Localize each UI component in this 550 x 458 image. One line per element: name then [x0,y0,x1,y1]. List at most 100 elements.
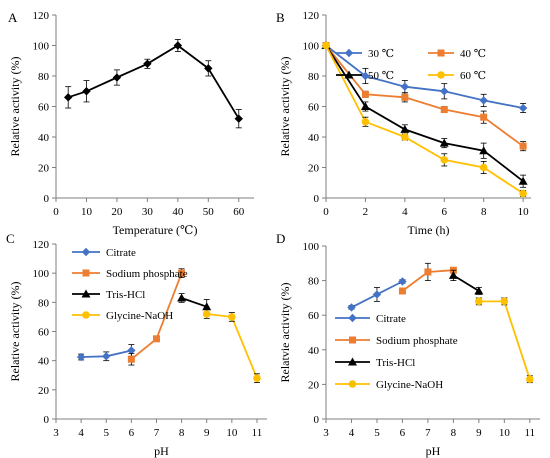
legend-marker [82,269,90,277]
series-line [478,300,531,380]
panel-letter: C [6,231,15,246]
y-tick-label: 100 [33,41,50,53]
series-1 [63,39,243,129]
data-point [143,59,152,68]
data-point [102,352,111,361]
legend-marker [349,336,356,344]
y-tick-label: 100 [303,41,320,53]
legend-label: 50 ℃ [368,70,394,82]
panel-a: A 0 20 40 60 80 100 120 0 10 20 30 40 50 60 Temperature… [8,10,254,237]
legend: 30 ℃ 40 ℃ 50 ℃ 60 ℃ [336,48,486,82]
y-tick-label: 100 [33,268,50,280]
x-tick-label: 4 [402,206,408,218]
y-axis-label: Relative activity (%) [8,57,22,157]
data-point [204,64,213,73]
data-point [228,313,236,321]
x-tick-label: 6 [129,427,135,439]
series-line [325,45,524,182]
data-point [500,297,509,306]
x-tick-label: 3 [53,427,59,439]
y-tick-label: 20 [308,379,320,391]
y-tick-label: 120 [33,10,50,22]
data-point [479,146,489,155]
data-point [361,71,370,81]
data-point [372,290,382,299]
x-tick-label: 6 [442,206,448,218]
data-point [400,82,410,91]
legend-label: Citrate [376,313,406,325]
y-tick-label: 0 [44,193,50,205]
legend-label: Tris-HCl [376,357,415,369]
data-point [361,90,369,98]
legend-marker [344,48,354,58]
x-tick-label: 8 [179,427,185,439]
data-point [234,114,243,123]
y-tick-label: 100 [303,241,320,253]
legend-marker [437,71,445,79]
y-tick-label: 120 [303,10,320,22]
series-line [67,44,240,120]
y-tick-label: 60 [38,327,50,339]
data-point [112,73,122,82]
x-tick-label: 10 [499,427,511,439]
x-axis-label: pH [426,444,441,458]
y-axis-label: Relatvie activity (%) [278,283,292,383]
legend-marker [348,357,357,366]
data-point [202,302,212,311]
legend-label: 60 ℃ [460,70,486,82]
legend-marker [81,247,91,257]
legend: Citrate Sodium phosphate Tris-HCl Glycine-N… [72,247,188,322]
data-point [479,163,488,172]
series-3 [448,269,484,295]
legend-marker [81,289,91,298]
data-point [424,268,432,276]
data-point [401,133,409,141]
data-point [347,303,356,312]
series-line [325,44,524,109]
y-tick-label: 20 [38,163,50,175]
x-axis-label: Time (h) [408,223,450,237]
legend-label: 40 ℃ [460,48,486,60]
y-axis-label: Relative activity (%) [8,282,22,382]
x-tick-label: 2 [363,206,369,218]
panel-b: B 0 20 40 60 80 100 120 0 2 4 6 8 10 Time (h) Relative … [276,10,531,237]
data-point [400,124,410,133]
legend: Citrate Sodium phosphate Tris-HCl Glycine-N… [335,313,458,391]
legend-label: Sodium phosphate [106,268,188,280]
x-tick-label: 60 [233,206,245,218]
data-point [518,103,528,113]
y-tick-label: 0 [314,414,320,426]
data-point [253,374,261,382]
legend-marker [344,70,354,79]
series-2 [127,268,186,366]
x-tick-label: 4 [349,427,355,439]
legend-marker [348,313,357,323]
data-point [401,93,409,101]
data-point [178,269,186,277]
data-point [480,113,488,121]
y-tick-label: 80 [38,297,50,309]
data-point [322,41,330,50]
series-4 [475,297,534,384]
data-point [76,352,86,362]
panel-c: C 0 20 40 60 80 100 120 3 4 5 6 7 8 9 10 11 pH Relative ac… [6,231,267,458]
x-tick-label: 5 [374,427,380,439]
data-point [177,293,187,302]
data-point [448,270,458,279]
data-point [152,335,160,343]
data-point [440,156,449,164]
y-axis-label: Relative activity (%) [278,57,292,157]
x-tick-label: 0 [53,206,59,218]
x-tick-label: 30 [142,206,154,218]
data-point [519,142,527,150]
series-line [452,274,480,292]
legend-label: Tris-HCl [106,289,145,301]
x-tick-label: 9 [204,427,210,439]
y-tick-label: 40 [38,132,50,144]
data-point [127,346,136,355]
x-tick-label: 11 [525,427,536,439]
panel-letter: A [8,10,18,25]
x-tick-label: 10 [518,206,530,218]
x-tick-label: 4 [78,427,84,439]
